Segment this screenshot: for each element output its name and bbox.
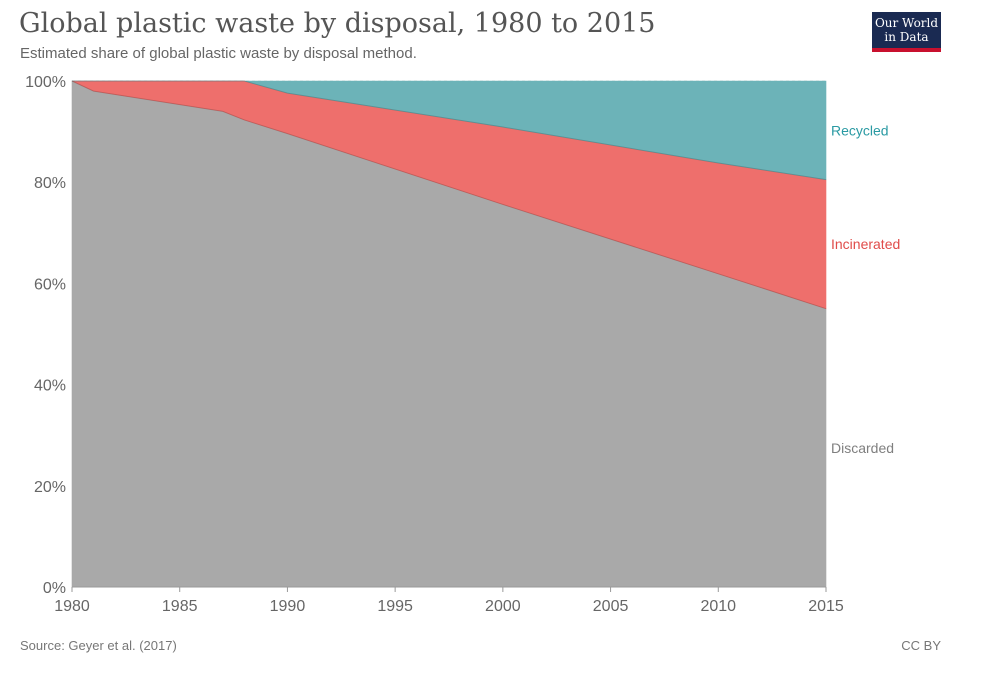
chart-subtitle: Estimated share of global plastic waste … [20,45,417,62]
logo-line-2: in Data [884,30,929,44]
x-tick-label: 2015 [808,598,844,615]
x-axis-ticks: 1980 1985 1990 1995 2000 2005 2010 2015 [54,587,844,615]
series-boundary [72,80,827,181]
logo-line-1: Our World [874,16,939,30]
x-tick-label: 1990 [270,598,306,615]
y-tick-label: 0% [43,580,66,597]
y-axis-ticks: 0% 20% 40% 60% 80% 100% [25,74,66,597]
area-series [71,80,827,588]
series-label-recycled[interactable]: Recycled [831,122,889,138]
series-labels: Discarded Incinerated Recycled [831,122,900,456]
series-boundary [71,80,827,310]
source-note[interactable]: Source: Geyer et al. (2017) [20,638,177,653]
y-tick-label: 80% [34,175,66,192]
x-tick-label: 2010 [700,598,736,615]
series-label-incinerated[interactable]: Incinerated [831,236,900,252]
area-recycled[interactable] [72,80,827,181]
y-tick-label: 60% [34,276,66,293]
x-tick-label: 1995 [377,598,413,615]
y-tick-label: 20% [34,479,66,496]
license-note[interactable]: CC BY [901,638,941,653]
x-tick-label: 2000 [485,598,521,615]
x-tick-label: 1980 [54,598,90,615]
x-tick-label: 1985 [162,598,198,615]
y-tick-label: 40% [34,378,66,395]
x-tick-label: 2005 [593,598,629,615]
chart-title: Global plastic waste by disposal, 1980 t… [19,8,656,39]
series-label-discarded[interactable]: Discarded [831,440,894,456]
owid-logo[interactable]: Our World in Data [872,12,941,52]
y-tick-label: 100% [25,74,66,91]
